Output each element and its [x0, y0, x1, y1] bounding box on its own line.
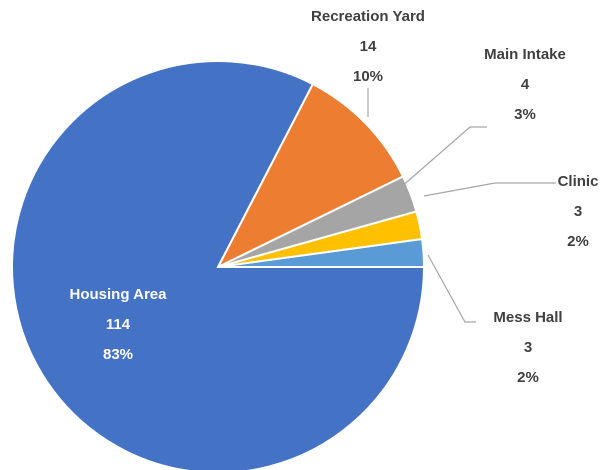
data-label-percent: 2%: [517, 369, 539, 386]
leader-line: [427, 254, 476, 323]
data-label-value: 4: [521, 76, 530, 93]
data-label-percent: 83%: [103, 346, 133, 363]
data-label-name: Mess Hall: [493, 309, 562, 326]
data-label-name: Recreation Yard: [311, 8, 425, 25]
data-label-value: 3: [574, 203, 582, 220]
data-label-percent: 3%: [514, 106, 536, 123]
data-label-name: Clinic: [558, 173, 599, 190]
data-label-value: 14: [360, 38, 377, 55]
data-label-value: 114: [106, 316, 131, 333]
data-label-percent: 2%: [567, 233, 589, 250]
pie-slice: [11, 60, 426, 470]
data-label-value: 3: [524, 339, 532, 356]
leader-line: [423, 182, 556, 197]
leader-line: [399, 126, 487, 189]
data-label-percent: 10%: [353, 68, 383, 85]
data-label-name: Main Intake: [484, 46, 566, 63]
pie-slice: [215, 82, 405, 270]
data-label-name: Housing Area: [70, 286, 168, 303]
